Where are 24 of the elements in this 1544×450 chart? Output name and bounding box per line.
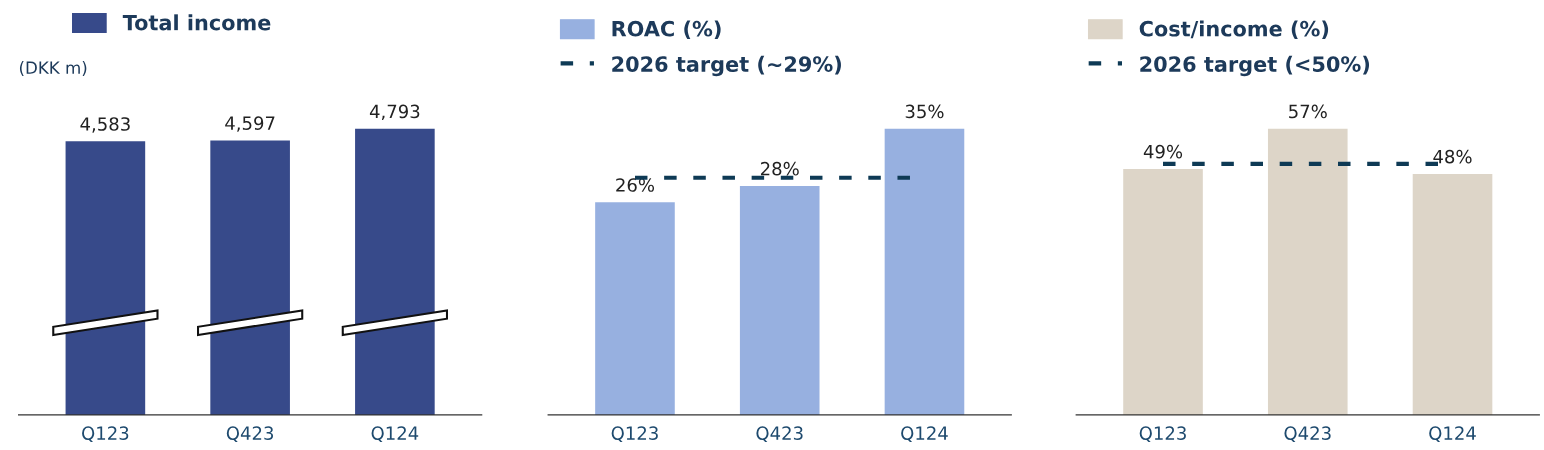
data-label: 4,597 <box>225 116 275 132</box>
legend-label: Total income <box>122 14 271 31</box>
data-label: 26% <box>616 178 655 192</box>
x-tick-label: Q124 <box>371 426 419 443</box>
x-tick-label: Q123 <box>1139 426 1186 443</box>
data-label: 4,793 <box>369 104 420 121</box>
data-label: 49% <box>1143 144 1183 159</box>
x-tick-label: Q423 <box>1284 426 1331 443</box>
legend-label: 2026 target (<50%) <box>1140 55 1370 77</box>
x-tick-label: Q423 <box>756 426 803 443</box>
legend-label: ROAC (%) <box>612 20 721 40</box>
x-tick-label: Q123 <box>82 426 129 443</box>
data-label: 4,583 <box>80 117 130 133</box>
data-label: 48% <box>1433 149 1472 164</box>
x-tick-label: Q124 <box>901 426 948 443</box>
data-label: 35% <box>905 104 944 119</box>
data-label: 28% <box>760 161 799 176</box>
data-label: 57% <box>1289 104 1327 119</box>
text: (DKK m) <box>19 61 87 76</box>
x-tick-label: Q423 <box>226 426 274 443</box>
x-tick-label: Q124 <box>1429 426 1476 443</box>
legend-label: 2026 target (~29%) <box>612 55 841 77</box>
x-tick-label: Q123 <box>611 426 658 443</box>
legend-label: Cost/income (%) <box>1139 20 1329 40</box>
